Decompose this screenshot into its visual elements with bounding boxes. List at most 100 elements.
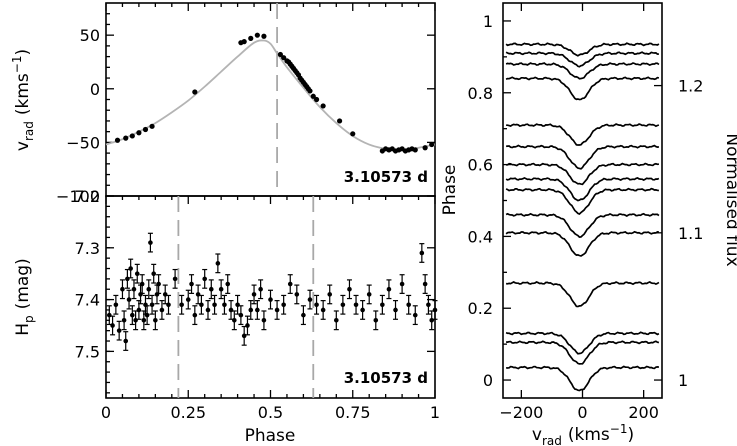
lsd-right-ylabel: Normalised flux bbox=[722, 133, 737, 266]
lsd-xlabel-sub: rad bbox=[542, 434, 562, 446]
hp-marker bbox=[245, 323, 250, 328]
hp-marker bbox=[232, 318, 237, 323]
rv-yticks: −100 −50 0 50 bbox=[56, 13, 435, 206]
hp-data-point bbox=[159, 300, 165, 320]
hp-data-point bbox=[412, 305, 418, 326]
hp-data-point bbox=[124, 268, 130, 289]
lsd-profile-line bbox=[505, 42, 660, 57]
lsd-phase-tick-label: 0.8 bbox=[468, 84, 493, 103]
lsd-phase-tick-label: 0.2 bbox=[468, 299, 493, 318]
lsd-profile-line bbox=[505, 187, 660, 215]
hp-marker bbox=[146, 286, 152, 292]
hp-marker bbox=[399, 281, 405, 287]
lsd-xlabel-close: ) bbox=[627, 425, 634, 445]
hp-data-point bbox=[110, 315, 116, 336]
hp-marker bbox=[255, 307, 260, 313]
hp-ytick-label: 7.5 bbox=[75, 342, 100, 361]
hp-data-point bbox=[147, 232, 153, 253]
hp-xtick-label: 0.25 bbox=[170, 403, 206, 422]
lsd-profile-line bbox=[505, 230, 660, 257]
hp-marker bbox=[366, 292, 372, 297]
hp-ylabel-sub: p bbox=[22, 315, 36, 323]
hp-marker bbox=[144, 312, 150, 318]
lsd-profile-line bbox=[506, 340, 660, 365]
rv-data-point bbox=[136, 130, 142, 136]
lsd-xlabel-main: v bbox=[532, 425, 542, 445]
hp-data-point bbox=[131, 279, 137, 300]
hp-data-point bbox=[353, 294, 359, 315]
hp-data-point bbox=[129, 305, 135, 326]
hp-marker bbox=[334, 318, 339, 323]
rv-ylabel-close: ) bbox=[13, 49, 33, 56]
hp-points bbox=[106, 232, 438, 351]
hp-marker bbox=[225, 281, 231, 287]
lsd-profile-line bbox=[505, 76, 660, 101]
hp-xtick-label: 0.5 bbox=[258, 403, 283, 422]
rv-ylabel-sub: rad bbox=[22, 121, 36, 141]
rv-xticks bbox=[105, 3, 436, 11]
lsd-panel: 0 0.2 0.4 0.6 0.8 1 1 1.1 1.2 −200 0 200 Phase Norm… bbox=[440, 2, 737, 446]
hp-marker bbox=[258, 286, 263, 292]
hp-dashed-lines bbox=[177, 196, 315, 398]
hp-marker bbox=[419, 250, 425, 256]
lsd-xlabel: vrad (kms−1) bbox=[532, 422, 634, 446]
hp-data-point bbox=[208, 279, 214, 300]
lsd-flux-tick-label: 1.2 bbox=[678, 77, 703, 96]
lsd-xlabel-unit: (kms bbox=[568, 425, 610, 445]
hp-data-point bbox=[152, 310, 158, 331]
hp-marker bbox=[281, 302, 286, 308]
lsd-xtick-label: 0 bbox=[577, 403, 587, 422]
hp-data-point bbox=[366, 284, 372, 305]
rv-data-point bbox=[429, 141, 435, 148]
hp-data-point bbox=[406, 294, 412, 315]
hp-marker bbox=[426, 302, 431, 308]
hp-data-point bbox=[261, 310, 267, 331]
rv-data-point bbox=[241, 39, 247, 45]
rv-data-point bbox=[248, 35, 254, 41]
lsd-left-ylabel: Phase bbox=[440, 165, 460, 216]
lsd-phase-tick-label: 0.6 bbox=[468, 156, 493, 175]
hp-marker bbox=[222, 302, 227, 308]
hp-data-point bbox=[419, 243, 425, 263]
rv-ylabel-main: v bbox=[13, 141, 33, 151]
hp-data-point bbox=[340, 294, 346, 315]
hp-data-point bbox=[202, 268, 208, 289]
hp-data-point bbox=[320, 300, 326, 320]
lsd-profile-line bbox=[506, 162, 660, 186]
hp-marker bbox=[287, 281, 293, 287]
hp-data-point bbox=[123, 331, 129, 351]
hp-data-point bbox=[300, 305, 306, 326]
rv-ytick-label: −100 bbox=[56, 187, 100, 206]
lsd-xtick-label: 200 bbox=[628, 403, 659, 422]
rv-ylabel-unit: (kms bbox=[13, 73, 33, 115]
hp-data-point bbox=[346, 279, 352, 300]
lsd-profile-line bbox=[505, 51, 660, 68]
hp-xtick-label: 0 bbox=[101, 403, 111, 422]
rv-ylabel: vrad (kms−1) bbox=[10, 49, 36, 151]
rv-data-point bbox=[320, 103, 326, 109]
hp-data-point bbox=[172, 268, 178, 289]
hp-marker bbox=[110, 323, 115, 328]
lsd-xlabel-exp: −1 bbox=[610, 422, 628, 436]
lsd-profile-line bbox=[506, 123, 660, 146]
hp-data-point bbox=[189, 274, 195, 294]
hp-marker bbox=[126, 297, 132, 302]
hp-data-point bbox=[379, 294, 385, 315]
lsd-profile-line bbox=[505, 212, 660, 238]
hp-marker bbox=[151, 271, 157, 276]
hp-data-point bbox=[198, 294, 204, 315]
hp-ylabel-unit: (mag) bbox=[13, 258, 33, 309]
rv-points bbox=[114, 32, 435, 154]
hp-yticks: 7.2 7.3 7.4 7.5 bbox=[75, 187, 435, 394]
hp-data-point bbox=[151, 263, 157, 284]
hp-marker bbox=[134, 271, 140, 276]
hp-marker bbox=[412, 312, 418, 318]
hp-marker bbox=[189, 281, 194, 287]
hp-data-point bbox=[139, 274, 145, 294]
lsd-ticks: 0 0.2 0.4 0.6 0.8 1 1 1.1 1.2 −200 0 200 bbox=[468, 3, 703, 422]
lsd-profile-line bbox=[505, 331, 660, 355]
hp-ytick-label: 7.3 bbox=[75, 239, 100, 258]
hp-xticks: 0 0.25 0.5 0.75 1 bbox=[101, 196, 440, 422]
hp-marker bbox=[432, 307, 438, 313]
